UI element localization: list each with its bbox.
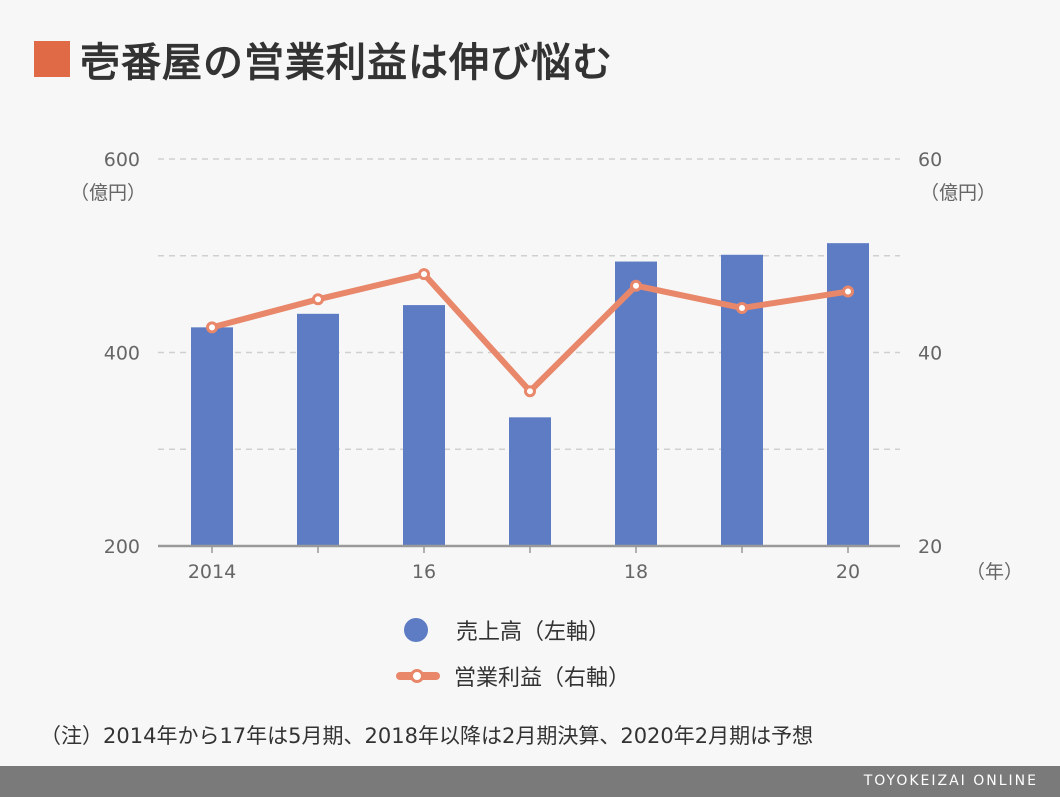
right-tick-label: 20 — [918, 536, 942, 558]
legend-label-sales: 売上高（左軸） — [456, 620, 611, 645]
right-axis-unit: （億円） — [920, 182, 996, 204]
footnote: （注）2014年から17年は5月期、2018年以降は2月期決算、2020年2月期… — [40, 724, 814, 748]
bar-sales-2016 — [403, 305, 445, 546]
bar-sales-2017 — [509, 417, 551, 546]
left-tick-label: 600 — [104, 149, 140, 171]
legend-dot-icon — [404, 618, 428, 642]
right-tick-label: 40 — [918, 343, 942, 365]
legend-label-profit: 営業利益（右軸） — [454, 666, 631, 691]
footer-brand: TOYOKEIZAI ONLINE — [863, 773, 1038, 789]
title-marker-icon — [34, 41, 70, 77]
bar-sales-2019 — [721, 254, 763, 546]
profit-point-2020 — [842, 285, 854, 298]
profit-point-2017 — [524, 385, 536, 398]
profit-point-2016 — [418, 268, 430, 281]
legend-item-profit: 営業利益（右軸） — [396, 660, 630, 692]
x-tick-label: 16 — [412, 561, 436, 583]
bar-sales-2015 — [297, 313, 339, 546]
x-tick-label: 20 — [836, 561, 860, 583]
profit-point-2019 — [736, 301, 748, 314]
profit-point-2015 — [312, 293, 324, 306]
left-tick-label: 200 — [104, 536, 140, 558]
bar-sales-2014 — [191, 327, 233, 546]
combo-chart: 200 400 600 20 40 60 2014 16 18 20 （億円） （億円） （年） — [70, 149, 1023, 583]
left-tick-label: 400 — [104, 343, 140, 365]
x-tick-label: 2014 — [188, 561, 236, 583]
bar-sales-2018 — [615, 261, 657, 546]
right-tick-label: 60 — [918, 149, 942, 171]
x-axis-unit: （年） — [966, 561, 1023, 583]
legend-item-sales: 売上高（左軸） — [396, 614, 610, 646]
profit-point-2014 — [206, 321, 218, 334]
x-tick-label: 18 — [624, 561, 648, 583]
legend-line-icon — [396, 669, 440, 683]
profit-point-2018 — [630, 279, 642, 292]
chart-title: 壱番屋の営業利益は伸び悩む — [80, 40, 613, 86]
left-axis-unit: （億円） — [70, 182, 146, 204]
footer-bar: TOYOKEIZAI ONLINE — [0, 766, 1060, 797]
title-block: 壱番屋の営業利益は伸び悩む — [34, 30, 613, 88]
